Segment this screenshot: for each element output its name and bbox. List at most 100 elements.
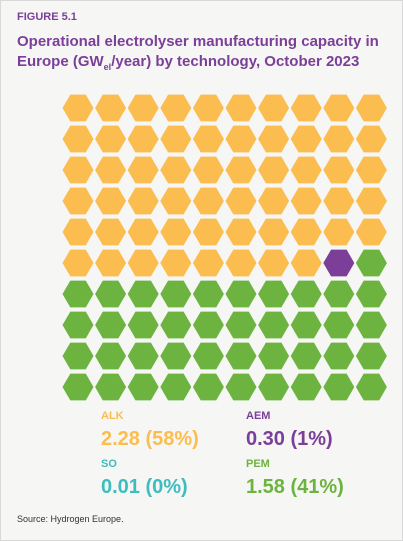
hexagon (95, 342, 127, 370)
hexagon (127, 280, 159, 308)
hexagon (225, 373, 257, 401)
hexagon (160, 280, 192, 308)
hexagon (95, 187, 127, 215)
chart-title: Operational electrolyser manufacturing c… (17, 32, 397, 77)
hexagon (323, 311, 355, 339)
hexagon (355, 187, 387, 215)
hexagon (258, 373, 290, 401)
title-subscript: el (103, 62, 112, 72)
hexagon (160, 373, 192, 401)
hexagon (192, 94, 224, 122)
hexagon (192, 125, 224, 153)
hexagon (192, 156, 224, 184)
hexagon (355, 125, 387, 153)
legend-value: 0.01 (0%) (101, 476, 188, 498)
hexagon (225, 280, 257, 308)
hexagon (290, 156, 322, 184)
hexagon (160, 94, 192, 122)
hexagon (160, 249, 192, 277)
hexagon (258, 249, 290, 277)
hexagon (258, 156, 290, 184)
hexagon (160, 218, 192, 246)
hexagon (62, 125, 94, 153)
title-text: Operational electrolyser manufacturing c… (17, 33, 379, 70)
hexagon (290, 94, 322, 122)
hexagon (62, 187, 94, 215)
hexagon (192, 311, 224, 339)
hexagon (323, 218, 355, 246)
hexagon (62, 94, 94, 122)
hexagon (225, 187, 257, 215)
hexagon (127, 125, 159, 153)
hexagon (323, 125, 355, 153)
hexagon (323, 373, 355, 401)
hexagon (95, 125, 127, 153)
hexagon (62, 280, 94, 308)
hexagon (355, 280, 387, 308)
hexagon (127, 373, 159, 401)
hexagon (323, 187, 355, 215)
hexagon (95, 311, 127, 339)
hexagon (355, 311, 387, 339)
hexagon (95, 218, 127, 246)
hexagon (290, 280, 322, 308)
hexagon (160, 342, 192, 370)
hexagon (290, 342, 322, 370)
hexagon (192, 187, 224, 215)
legend-value: 2.28 (58%) (101, 428, 199, 450)
hexagon (290, 125, 322, 153)
hexagon (192, 342, 224, 370)
hexagon (225, 156, 257, 184)
hexagon (62, 218, 94, 246)
hexagon (355, 94, 387, 122)
hexagon (62, 249, 94, 277)
hexagon (95, 249, 127, 277)
hexagon (355, 373, 387, 401)
hexagon (160, 156, 192, 184)
hexagon (323, 280, 355, 308)
legend-value: 0.30 (1%) (246, 428, 333, 450)
hexagon (258, 187, 290, 215)
hexagon (290, 249, 322, 277)
hexagon (258, 125, 290, 153)
hexagon (192, 373, 224, 401)
source: Source: Hydrogen Europe. (17, 514, 124, 524)
hexagon (355, 342, 387, 370)
legend-label: AEM (246, 410, 270, 422)
hexagon (258, 94, 290, 122)
hexagon (290, 373, 322, 401)
hexagon (355, 249, 387, 277)
hexagon (127, 156, 159, 184)
hexagon (225, 94, 257, 122)
hexagon (160, 125, 192, 153)
hexagon (62, 156, 94, 184)
hexagon (95, 156, 127, 184)
hexagon (127, 218, 159, 246)
hexagon (225, 311, 257, 339)
hexagon (127, 311, 159, 339)
hexagon (62, 311, 94, 339)
legend-label: ALK (101, 410, 124, 422)
hexagon (290, 311, 322, 339)
hexagon (95, 373, 127, 401)
hexagon (192, 280, 224, 308)
hexagon (95, 280, 127, 308)
hexagon (127, 342, 159, 370)
hexagon (225, 342, 257, 370)
hexagon (127, 249, 159, 277)
hexagon (160, 311, 192, 339)
hexagon (225, 218, 257, 246)
hexagon (127, 94, 159, 122)
hexagon (355, 218, 387, 246)
hexagon (290, 187, 322, 215)
hexagon (258, 280, 290, 308)
hexagon (258, 342, 290, 370)
hexagon (258, 218, 290, 246)
hexagon (95, 94, 127, 122)
hexagon (323, 249, 355, 277)
hexagon (62, 373, 94, 401)
hexagon (62, 342, 94, 370)
hexagon (355, 156, 387, 184)
